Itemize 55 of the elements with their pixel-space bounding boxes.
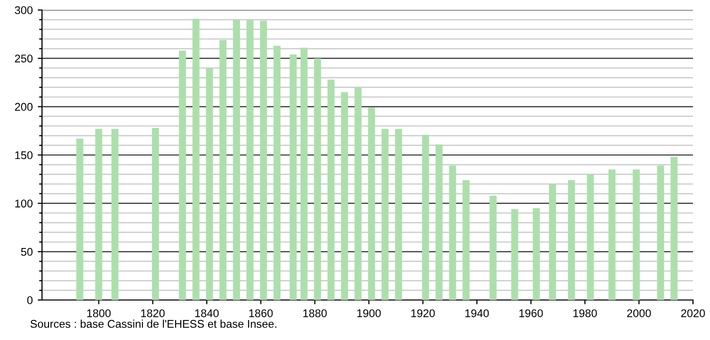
bar xyxy=(246,20,254,300)
bar xyxy=(219,40,226,300)
x-tick-label: 2000 xyxy=(627,309,651,318)
bar xyxy=(152,128,159,300)
bar xyxy=(395,128,402,300)
bar xyxy=(632,170,640,300)
source-note: Sources : base Cassini de l'EHESS et base Insee. xyxy=(30,320,276,328)
y-tick-label: 150 xyxy=(15,151,33,160)
x-tick-label: 1940 xyxy=(465,309,489,318)
x-tick-label: 1960 xyxy=(519,309,543,318)
x-tick-label: 1840 xyxy=(195,309,219,318)
bar xyxy=(300,48,308,300)
bar xyxy=(111,128,118,300)
bar xyxy=(314,58,322,300)
bar xyxy=(273,46,281,300)
bar xyxy=(657,166,664,300)
y-tick-label: 0 xyxy=(27,296,33,304)
bar xyxy=(178,50,186,300)
bar xyxy=(608,170,616,300)
x-tick-label: 1820 xyxy=(141,309,165,318)
bar xyxy=(368,108,376,300)
y-tick-label: 50 xyxy=(21,248,33,256)
bar xyxy=(260,20,268,300)
x-tick-label: 1980 xyxy=(573,309,597,318)
bar xyxy=(76,138,84,300)
bar xyxy=(95,128,102,300)
x-tick-label: 1900 xyxy=(357,309,381,318)
bar xyxy=(549,184,556,300)
bar xyxy=(341,92,348,300)
bar xyxy=(354,87,362,300)
x-tick-label: 1800 xyxy=(87,309,111,318)
bar xyxy=(436,144,443,300)
bar xyxy=(206,68,213,300)
x-tick-label: 1920 xyxy=(411,309,435,318)
bar xyxy=(670,156,678,300)
bar xyxy=(568,180,575,300)
x-tick-label: 2020 xyxy=(681,309,705,318)
bar xyxy=(490,196,497,300)
bar xyxy=(449,166,456,300)
bar xyxy=(382,128,389,300)
y-tick-label: 100 xyxy=(15,200,33,208)
bar xyxy=(532,208,540,300)
bar xyxy=(422,134,430,300)
y-tick-label: 250 xyxy=(14,54,33,62)
y-tick-label: 200 xyxy=(14,102,33,111)
bar xyxy=(290,54,297,300)
y-tick-label: 300 xyxy=(14,6,33,14)
bar xyxy=(232,20,240,300)
bar xyxy=(328,80,335,300)
bar xyxy=(586,174,594,300)
x-tick-label: 1880 xyxy=(303,309,327,318)
bar xyxy=(511,209,518,300)
bar xyxy=(462,180,470,300)
x-tick-label: 1860 xyxy=(249,309,273,318)
bar xyxy=(192,18,200,300)
